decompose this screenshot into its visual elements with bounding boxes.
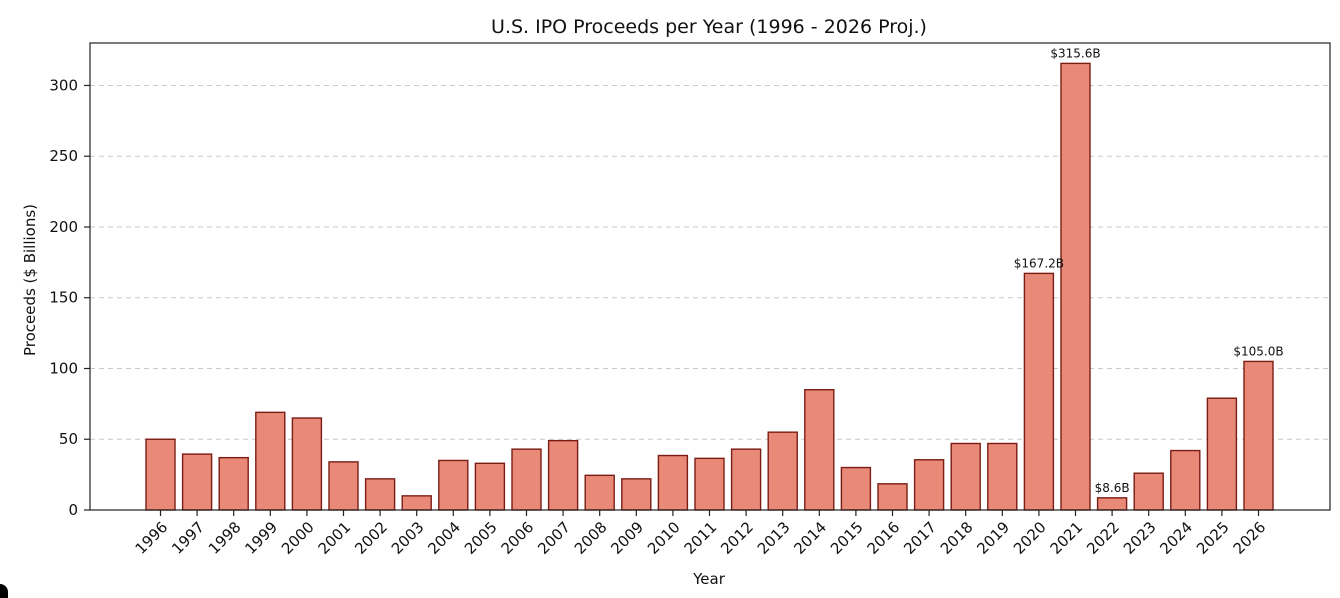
bar-2017 [913, 459, 945, 511]
gridlines [90, 84, 1330, 440]
x-tick-label: 2025 [1193, 518, 1233, 558]
x-axis-label: Year [692, 570, 726, 588]
bar-2018 [950, 442, 981, 511]
x-tick-label: 2026 [1230, 518, 1270, 558]
bar-2022 [1096, 497, 1128, 511]
x-tick-label: 2016 [864, 518, 904, 558]
bar-1999 [255, 411, 286, 511]
y-tick-label: 300 [49, 76, 78, 94]
x-tick-label: 2002 [351, 518, 391, 558]
y-tick-label: 0 [68, 501, 78, 519]
x-tick-label: 2018 [937, 518, 977, 558]
y-tick-label: 150 [49, 289, 78, 307]
bar-2006 [511, 448, 542, 511]
bar-2003 [401, 495, 432, 511]
bar-2008 [584, 474, 615, 511]
bar-2000 [291, 417, 323, 511]
x-tick-label: 2006 [498, 518, 538, 558]
data-label-2022: $8.6B [1095, 481, 1130, 495]
bar-2023 [1133, 472, 1164, 511]
bar-2024 [1170, 449, 1201, 511]
bars [145, 62, 1274, 511]
bar-2009 [621, 478, 652, 511]
x-tick-label: 2003 [388, 518, 428, 558]
y-tick-label: 250 [49, 147, 78, 165]
x-tick-label: 2014 [790, 518, 830, 558]
x-tick-label: 2000 [278, 518, 318, 558]
y-tick-label: 50 [59, 430, 78, 448]
x-tick-label: 2024 [1156, 518, 1196, 558]
bar-2010 [657, 454, 689, 511]
bar-2026 [1243, 360, 1274, 511]
bar-2020 [1023, 272, 1055, 511]
x-tick-label: 2023 [1120, 518, 1160, 558]
bar-2007 [547, 439, 579, 511]
x-tick-label: 2015 [827, 518, 867, 558]
bar-2016 [877, 483, 908, 511]
bar-2014 [804, 389, 835, 511]
x-tick-label: 1996 [132, 518, 172, 558]
bar-1997 [181, 453, 213, 511]
window-corner [0, 584, 8, 598]
x-tick-label: 2017 [900, 518, 940, 558]
bar-2012 [730, 448, 762, 511]
data-labels: $167.2B $315.6B $8.6B $105.0B [1014, 46, 1284, 494]
x-tick-label: 2022 [1083, 518, 1123, 558]
bar-2005 [474, 462, 506, 511]
x-tick-label: 2021 [1047, 518, 1087, 558]
x-tick-label: 2001 [315, 518, 355, 558]
bar-2021 [1060, 62, 1091, 511]
bar-2015 [840, 466, 872, 511]
x-tick-label: 2008 [571, 518, 611, 558]
x-tick-label: 2011 [681, 518, 721, 558]
x-tick-label: 2020 [1010, 518, 1050, 558]
bar-2019 [987, 442, 1018, 511]
chart-title: U.S. IPO Proceeds per Year (1996 - 2026 … [491, 16, 927, 38]
y-axis-ticks: 0 50 100 150 200 250 300 [49, 76, 90, 519]
bar-2004 [438, 459, 469, 511]
bar-1998 [218, 456, 249, 511]
bar-2025 [1206, 397, 1238, 511]
x-tick-label: 1998 [205, 518, 245, 558]
bar-2011 [694, 457, 725, 511]
y-tick-label: 100 [49, 359, 78, 377]
x-tick-label: 2009 [607, 518, 647, 558]
y-tick-label: 200 [49, 218, 78, 236]
bar-2002 [364, 478, 396, 511]
x-tick-label: 2019 [973, 518, 1013, 558]
bar-2013 [767, 431, 798, 511]
x-tick-label: 1999 [241, 518, 281, 558]
data-label-2020: $167.2B [1014, 256, 1064, 270]
x-axis-ticks: 1996199719981999200020012002200320042005… [132, 510, 1270, 558]
y-axis-label: Proceeds ($ Billions) [21, 204, 39, 356]
bar-1996 [145, 438, 176, 511]
data-label-2026: $105.0B [1233, 344, 1283, 358]
x-tick-label: 2005 [461, 518, 501, 558]
x-tick-label: 1997 [168, 518, 208, 558]
x-tick-label: 2012 [717, 518, 757, 558]
x-tick-label: 2004 [424, 518, 464, 558]
x-tick-label: 2013 [754, 518, 794, 558]
data-label-2021: $315.6B [1050, 46, 1100, 60]
x-tick-label: 2010 [644, 518, 684, 558]
x-tick-label: 2007 [534, 518, 574, 558]
bar-2001 [328, 461, 359, 511]
